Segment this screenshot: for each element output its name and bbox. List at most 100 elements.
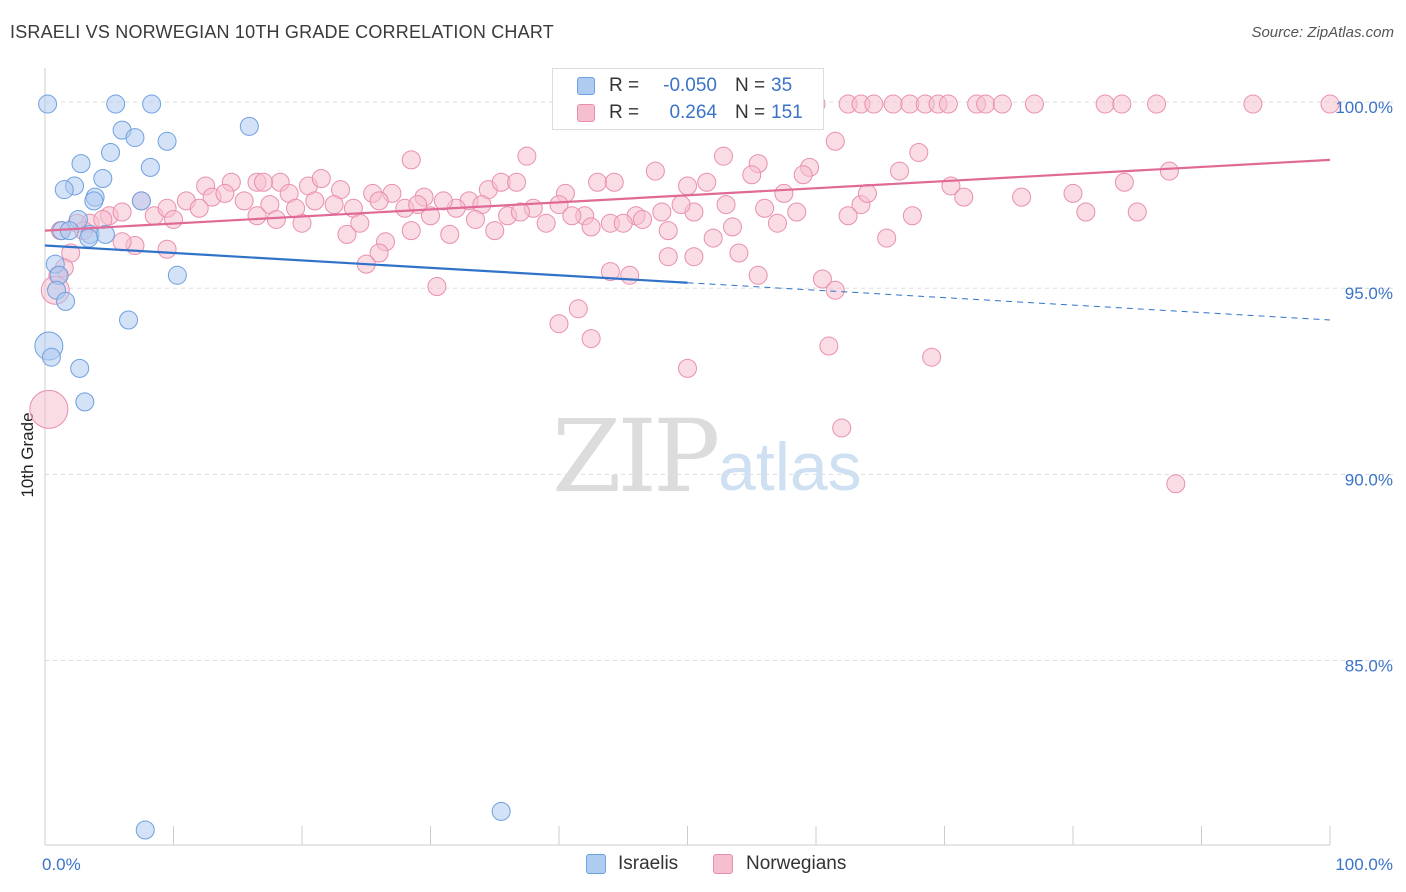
- trend-lines: [44, 158, 1331, 321]
- norwegian-point-94: [440, 224, 460, 244]
- norwegian-point-15: [1147, 94, 1167, 114]
- norwegian-point-62: [421, 206, 440, 226]
- israeli-point-34: [38, 94, 58, 114]
- norwegian-point-89: [266, 209, 286, 229]
- norwegian-point-47: [742, 165, 762, 185]
- israeli-point-33: [135, 820, 155, 840]
- n-label: N =: [735, 75, 766, 96]
- r-value: 0.264: [669, 102, 717, 123]
- norwegian-point-88: [247, 206, 267, 226]
- norwegian-point-133: [189, 198, 209, 218]
- israeli-point-5: [239, 116, 259, 136]
- watermark-atlas: atlas: [718, 429, 862, 505]
- norwegian-point-137: [350, 213, 370, 233]
- norwegian-trend-line: [44, 158, 1331, 232]
- norwegian-point-80: [112, 202, 132, 222]
- axes: [44, 68, 1331, 846]
- norwegian-point-97: [581, 217, 601, 237]
- norwegian-point-136: [286, 198, 306, 218]
- norwegian-point-10: [976, 94, 996, 114]
- norwegian-point-91: [337, 224, 357, 244]
- norwegian-point-103: [877, 228, 897, 248]
- israeli-point-25: [56, 291, 76, 311]
- norwegian-point-14: [1112, 94, 1132, 114]
- norwegian-point-123: [568, 299, 588, 319]
- israelis-legend-swatch[interactable]: [586, 854, 606, 874]
- norwegian-point-27: [1159, 161, 1179, 181]
- norwegian-point-125: [819, 336, 839, 356]
- norwegian-point-48: [793, 165, 813, 185]
- grid-lines: [45, 101, 1395, 661]
- norwegian-point-127: [678, 358, 697, 378]
- norwegian-point-19: [517, 146, 537, 166]
- norwegian-point-13: [1095, 94, 1115, 114]
- norwegian-point-143: [633, 209, 653, 229]
- israeli-point-6: [101, 142, 121, 162]
- israeli-point-11: [54, 180, 74, 200]
- israeli-point-20: [79, 228, 99, 248]
- tick-labels: 100.0% 95.0% 90.0% 85.0% 0.0% 100.0%: [42, 98, 1393, 874]
- norwegian-point-45: [678, 176, 697, 196]
- norwegian-point-139: [433, 191, 453, 211]
- norwegian-point-8: [938, 94, 958, 114]
- norwegian-point-77: [902, 206, 922, 226]
- r-label: R =: [609, 102, 640, 123]
- israeli-point-23: [167, 265, 187, 285]
- norwegian-point-149: [1012, 187, 1032, 207]
- y-tick-label-85: 85.0%: [1345, 656, 1393, 675]
- norwegian-point-105: [157, 239, 177, 259]
- israeli-trend-extension: [687, 282, 1331, 321]
- norwegian-point-145: [774, 183, 794, 203]
- y-tick-label-95: 95.0%: [1345, 284, 1393, 303]
- norwegian-point-18: [825, 131, 845, 151]
- norwegian-point-50: [1063, 183, 1083, 203]
- norwegian-point-112: [658, 247, 678, 267]
- israeli-point-9: [93, 169, 113, 189]
- israeli-point-30: [75, 392, 95, 412]
- n-value: 151: [771, 102, 803, 123]
- norwegian-point-124: [581, 329, 601, 349]
- israeli-point-14: [131, 191, 151, 211]
- norwegian-point-60: [369, 191, 389, 211]
- israeli-point-29: [70, 358, 90, 378]
- israeli-point-13: [84, 191, 104, 211]
- norwegian-point-73: [716, 195, 736, 215]
- norwegian-point-95: [485, 221, 505, 241]
- norwegian-point-108: [369, 243, 389, 263]
- r-value: -0.050: [663, 75, 717, 96]
- norwegian-point-132: [164, 209, 183, 229]
- norwegian-point-101: [722, 217, 742, 237]
- norwegian-point-71: [652, 202, 672, 222]
- norwegian-point-57: [305, 191, 325, 211]
- norwegian-point-3: [864, 94, 884, 114]
- norwegian-point-122: [549, 314, 569, 334]
- norwegian-point-107: [112, 232, 132, 252]
- norwegian-point-144: [671, 195, 691, 215]
- norwegian-point-100: [703, 228, 723, 248]
- israeli-point-0: [106, 94, 126, 114]
- legend-row-norwegians: R = 0.264 N = 151: [553, 100, 823, 126]
- norwegian-point-146: [838, 206, 858, 226]
- norwegian-point-46: [697, 172, 717, 192]
- norwegian-point-150: [1127, 202, 1147, 222]
- norwegian-point-126: [922, 347, 942, 367]
- norwegian-point-98: [613, 213, 633, 233]
- n-label: N =: [735, 102, 766, 123]
- israeli-trend-line: [44, 244, 688, 284]
- norwegians-legend-label[interactable]: Norwegians: [746, 853, 847, 874]
- norwegian-point-31: [311, 169, 331, 189]
- legend-row-israelis: R = -0.050 N = 35: [553, 73, 823, 99]
- n-value: 35: [771, 75, 793, 96]
- norwegian-point-20: [713, 146, 733, 166]
- israeli-point-28: [41, 347, 61, 367]
- norwegians-legend-swatch[interactable]: [713, 854, 733, 874]
- norwegian-point-75: [787, 202, 807, 222]
- israelis-legend-label[interactable]: Israelis: [618, 853, 679, 874]
- norwegian-point-25: [645, 161, 665, 181]
- norwegian-point-12: [1024, 94, 1044, 114]
- norwegian-point-11: [992, 94, 1012, 114]
- israeli-point-8: [140, 157, 160, 177]
- x-tick-label-100: 100.0%: [1335, 855, 1393, 874]
- norwegian-point-119: [748, 265, 768, 285]
